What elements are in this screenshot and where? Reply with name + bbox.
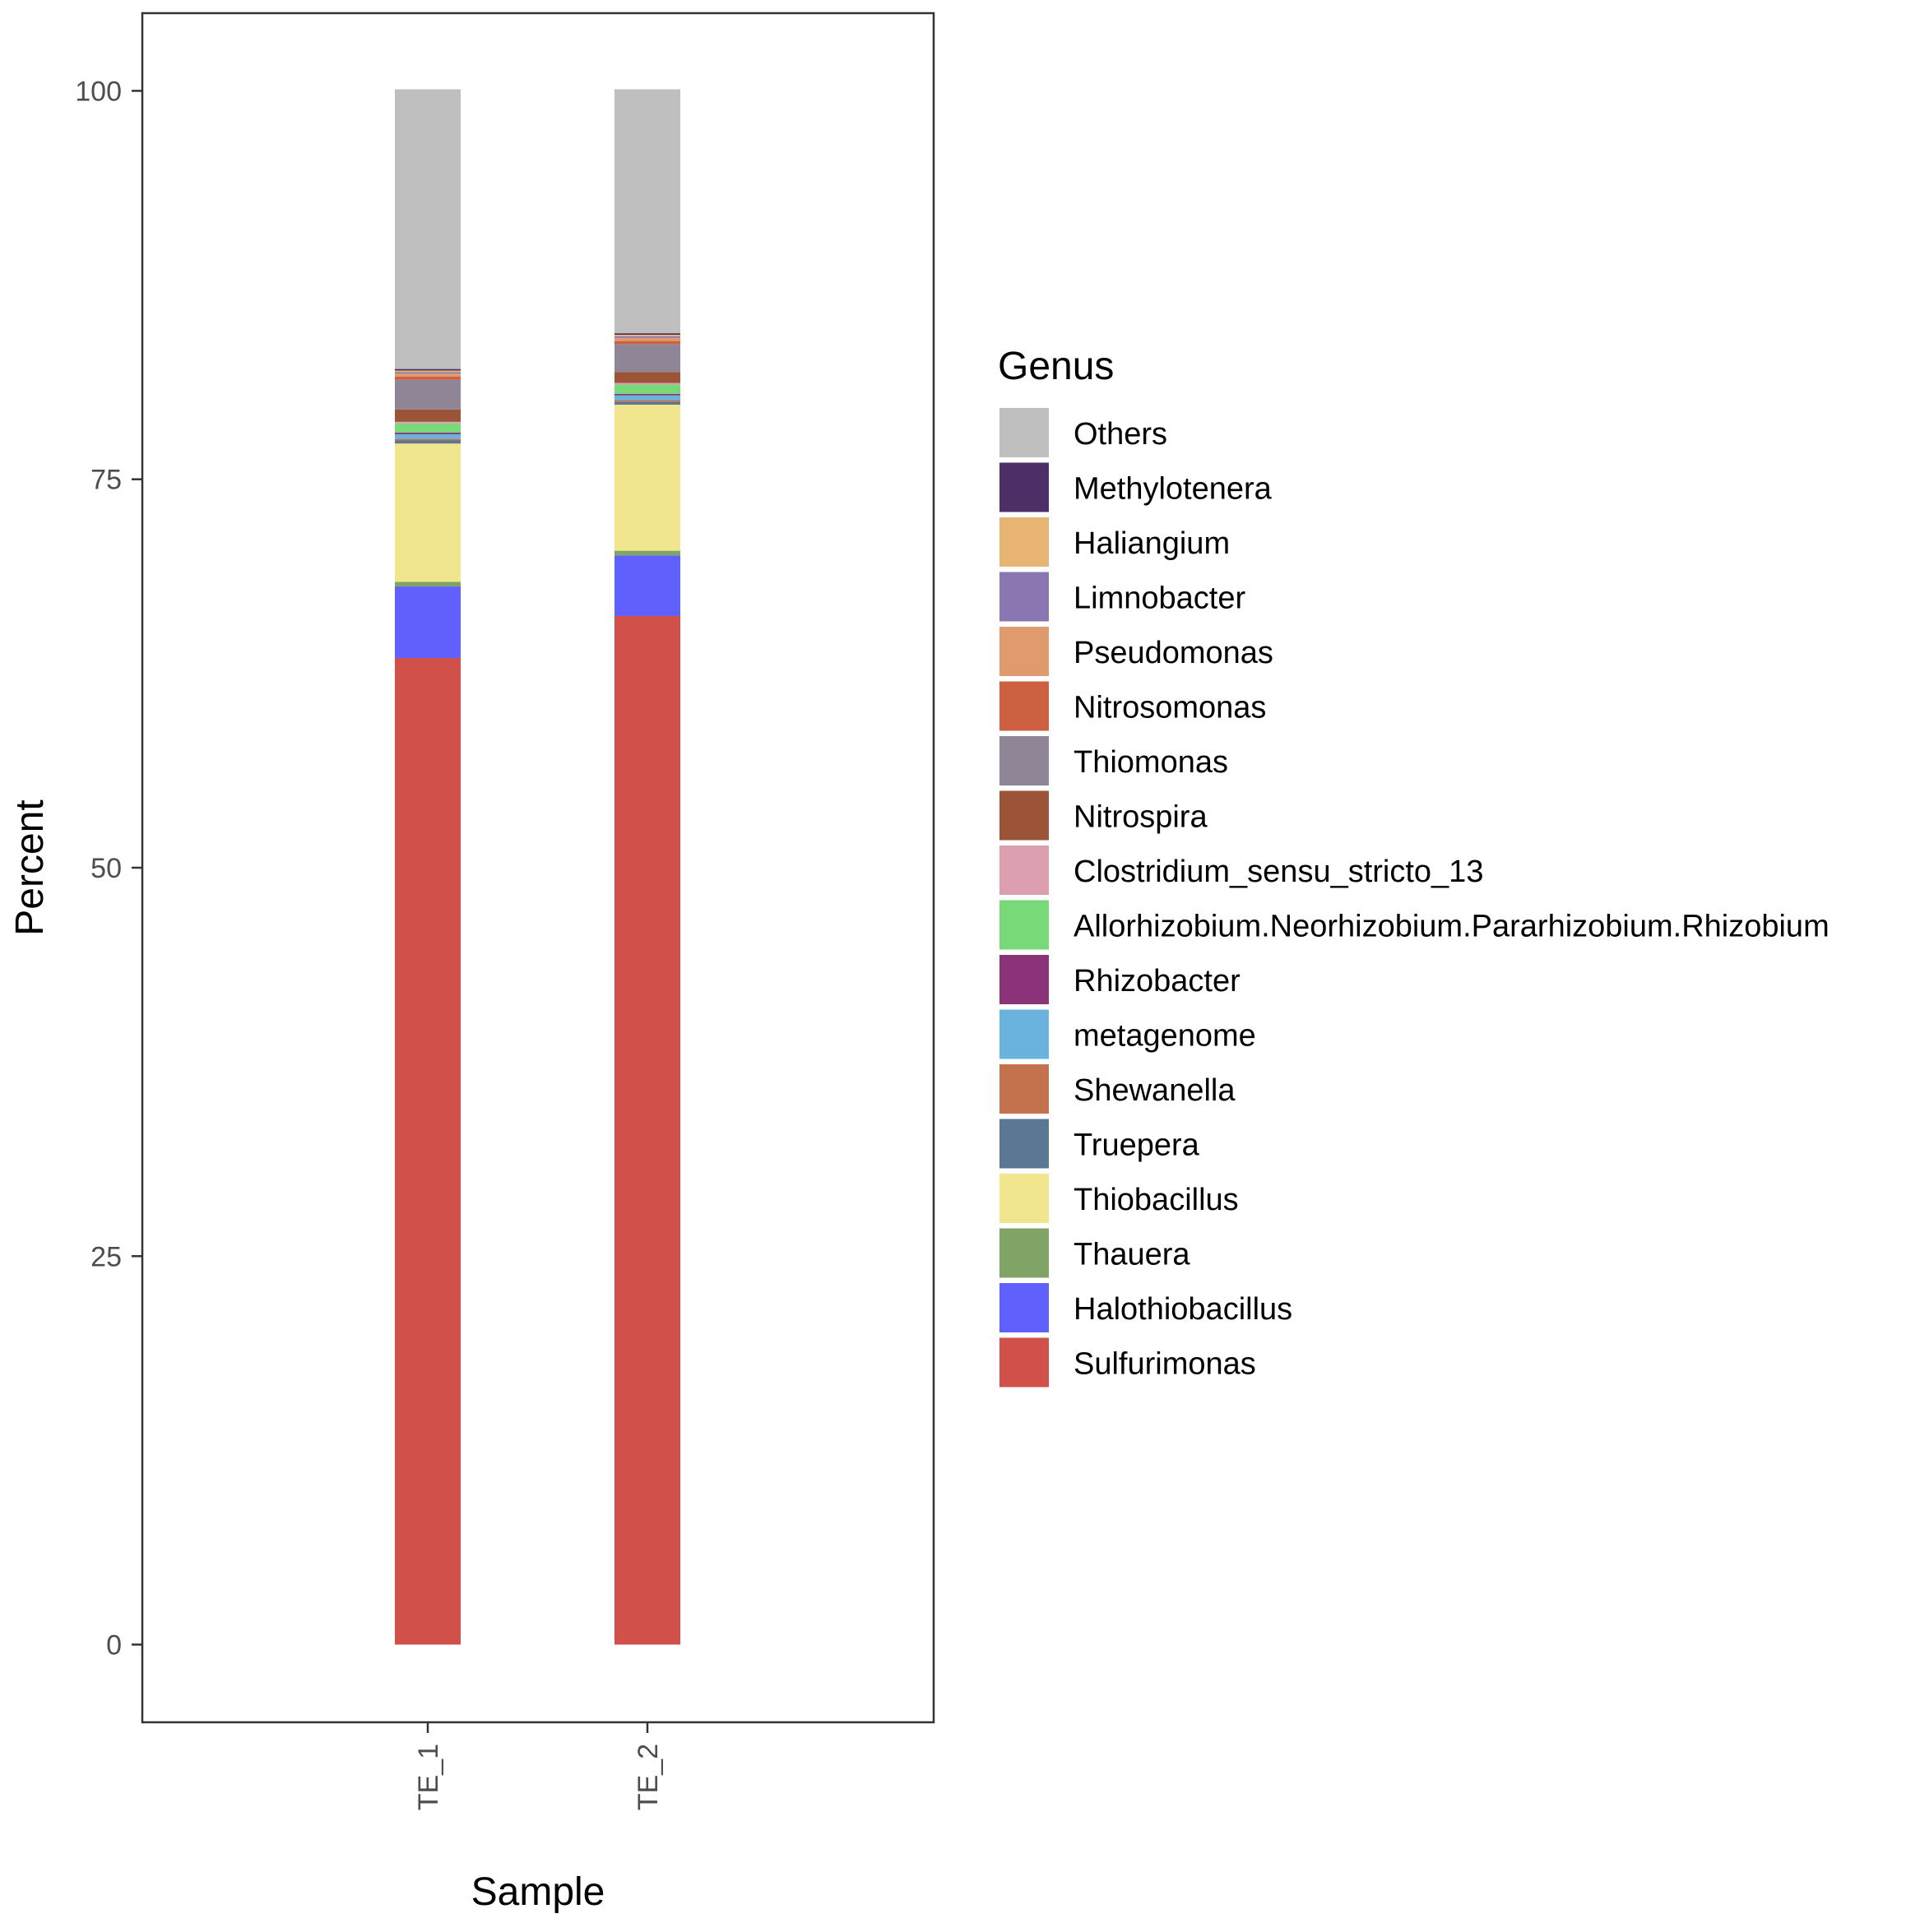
y-tick-label: 50 [90, 853, 122, 884]
legend-label: Limnobacter [1074, 581, 1245, 616]
bar-segment-TE_1-Thiomonas [395, 379, 461, 410]
bar-segment-TE_1-Thiobacillus [395, 443, 461, 582]
legend-label: Pseudomonas [1074, 636, 1273, 670]
legend-label: Thiomonas [1074, 745, 1228, 780]
y-axis-title: Percent [8, 799, 52, 935]
legend-label: Clostridium_sensu_stricto_13 [1074, 855, 1483, 889]
legend-label: Sulfurimonas [1074, 1347, 1256, 1382]
legend-label: metagenome [1074, 1019, 1256, 1054]
bar-segment-TE_1-Limnobacter [395, 372, 461, 374]
bar-segment-TE_1-metagenome [395, 433, 461, 439]
legend-key-Others [999, 408, 1049, 457]
legend-label: Allorhizobium.Neorhizobium.Pararhizobium… [1074, 910, 1829, 944]
legend-key-Allorhizobium.Neorhizobium.Pararhizobium.Rhizobium [999, 900, 1049, 950]
plot-panel [141, 12, 935, 1724]
bar-segment-TE_2-Nitrosomonas [614, 341, 680, 345]
bar-segment-TE_2-Sulfurimonas [614, 615, 680, 1645]
bar-segment-TE_2-Thiobacillus [614, 405, 680, 551]
legend-key-Truepera [999, 1119, 1049, 1169]
legend-key-metagenome [999, 1009, 1049, 1059]
legend-key-Halothiobacillus [999, 1283, 1049, 1332]
bar-segment-TE_1-Truepera [395, 440, 461, 444]
bar-segment-TE_1-Others [395, 89, 461, 369]
bar-segment-TE_1-Nitrosomonas [395, 377, 461, 380]
legend-title: Genus [998, 345, 1114, 388]
bar-segment-TE_2-Halothiobacillus [614, 555, 680, 616]
legend-key-Pseudomonas [999, 627, 1049, 676]
legend-label: Nitrospira [1074, 800, 1208, 835]
bar-segment-TE_2-Rhizobacter [614, 393, 680, 396]
legend-key-Rhizobacter [999, 955, 1049, 1004]
bar-segment-TE_2-Methylotenera [614, 333, 680, 336]
legend-key-Nitrospira [999, 790, 1049, 841]
bar-segment-TE_2-Limnobacter [614, 336, 680, 338]
bar-segment-TE_1-Nitrospira [395, 409, 461, 422]
legend-label: Thiobacillus [1074, 1183, 1239, 1217]
legend-label: Thauera [1074, 1238, 1190, 1272]
bar-segment-TE_2-Pseudomonas [614, 337, 680, 341]
legend-key-Thiomonas [999, 736, 1049, 785]
bar-segment-TE_2-Truepera [614, 401, 680, 405]
x-tick-label: TE_2 [633, 1744, 664, 1810]
legend-key-Thauera [999, 1228, 1049, 1278]
bar-segment-TE_2-Shewanella [614, 400, 680, 402]
x-tick-label: TE_1 [413, 1744, 444, 1810]
y-tick-label: 75 [90, 465, 122, 496]
bar-segment-TE_1-Thauera [395, 581, 461, 587]
y-axis: 0 25 50 75 100 [75, 76, 142, 1661]
bar-segment-TE_2-Thauera [614, 550, 680, 556]
bar-segments [395, 89, 680, 1645]
legend-key-Thiobacillus [999, 1174, 1049, 1223]
bar-segment-TE_2-Clostridium_sensu_stricto_13 [614, 382, 680, 385]
legend-label: Rhizobacter [1074, 964, 1241, 998]
bar-segment-TE_1-Halothiobacillus [395, 586, 461, 658]
legend-label: Shewanella [1074, 1073, 1236, 1108]
bar-segment-TE_1-Rhizobacter [395, 433, 461, 434]
bar-segment-TE_1-Haliangium [395, 370, 461, 373]
legend-label: Haliangium [1074, 526, 1230, 561]
x-axis-title: Sample [471, 1870, 605, 1914]
legend-label: Halothiobacillus [1074, 1292, 1292, 1327]
x-axis: TE_1 TE_2 [413, 1722, 664, 1810]
bar-segment-TE_1-Allorhizobium.Neorhizobium.Pararhizobium.Rhizobium [395, 423, 461, 433]
bar-segment-TE_2-metagenome [614, 395, 680, 401]
legend-label: Others [1074, 417, 1167, 452]
bar-segment-TE_2-Others [614, 89, 680, 334]
y-tick-label: 25 [90, 1241, 122, 1272]
legend-key-Nitrosomonas [999, 681, 1049, 731]
legend-key-Shewanella [999, 1064, 1049, 1114]
bar-segment-TE_1-Methylotenera [395, 368, 461, 371]
bar-segment-TE_1-Shewanella [395, 438, 461, 441]
y-tick-label: 0 [106, 1630, 122, 1661]
bar-segment-TE_2-Nitrospira [614, 372, 680, 383]
legend: Genus Others Methylotenera Haliangium Limno… [998, 345, 1829, 1388]
bar-segment-TE_2-Haliangium [614, 335, 680, 336]
legend-label: Truepera [1074, 1128, 1200, 1163]
legend-key-Haliangium [999, 517, 1049, 567]
bar-segment-TE_1-Pseudomonas [395, 373, 461, 378]
legend-key-Methylotenera [999, 462, 1049, 512]
bar-segment-TE_1-Sulfurimonas [395, 657, 461, 1645]
bar-segment-TE_2-Thiomonas [614, 344, 680, 373]
bar-segment-TE_1-Clostridium_sensu_stricto_13 [395, 421, 461, 424]
legend-key-Clostridium_sensu_stricto_13 [999, 846, 1049, 895]
legend-key-Sulfurimonas [999, 1337, 1049, 1388]
legend-key-Limnobacter [999, 572, 1049, 622]
y-tick-label: 100 [75, 76, 122, 107]
bar-segment-TE_2-Allorhizobium.Neorhizobium.Pararhizobium.Rhizobium [614, 384, 680, 394]
legend-label: Nitrosomonas [1074, 691, 1266, 725]
legend-label: Methylotenera [1074, 472, 1273, 507]
